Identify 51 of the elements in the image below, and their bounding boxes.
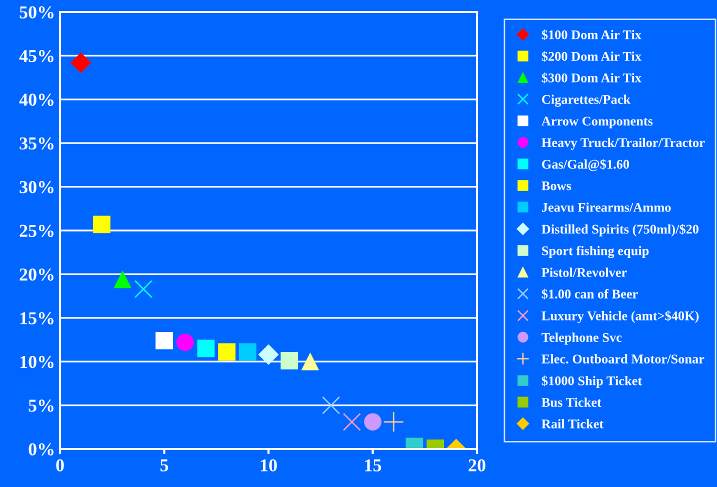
legend-label: $300 Dom Air Tix [542,72,642,84]
y-tick-label: 45% [19,50,54,62]
legend-label: Rail Ticket [542,419,604,428]
point [114,270,132,288]
y-tick-label: 35% [20,137,54,150]
y-tick-label: 5% [28,400,54,412]
x-tick-label: 5 [160,459,168,472]
legend-label: Jeavu Firearms/Ammo [542,202,671,212]
point [218,343,236,361]
point [383,411,404,432]
x-tick-label: 0 [56,459,64,472]
point [258,344,279,365]
legend-label: Arrow Components [542,116,653,128]
point [70,52,92,73]
point [134,280,152,298]
point [93,216,110,234]
legend-label: Telephone Svc [542,332,622,345]
y-tick-label: 0% [28,443,54,456]
y-tick-label: 30% [20,181,54,194]
legend-label: Sport fishing equip [542,246,649,258]
legend-label: $200 Dom Air Tix [542,51,642,62]
point [238,343,256,361]
point [176,334,194,352]
x-tick-label: 20 [468,459,486,472]
y-tick-label: 25% [20,224,54,237]
legend-label: $1000 Ship Ticket [542,376,642,388]
point [280,352,298,370]
y-tick-label: 10% [20,356,54,368]
legend-label: Elec. Outboard Motor/Sonar [542,354,704,364]
legend-label: Distilled Spirits (750ml)/$20 [542,224,698,236]
point [342,412,361,431]
point [364,413,382,431]
y-tick-label: 15% [20,312,54,324]
legend-label: $1.00 can of Beer [542,288,638,300]
point [322,396,340,414]
y-tick-label: 40% [19,94,54,106]
legend-label: Heavy Truck/Trailor/Tractor [542,138,705,150]
point [302,352,319,370]
legend-label: Cigarettes/Pack [542,94,631,107]
legend-label: Bows [542,181,572,190]
point [197,340,215,358]
y-tick-label: 20% [20,268,54,281]
legend-label: Gas/Gal@$1.60 [542,159,630,172]
legend-label: $100 Dom Air Tix [542,30,642,40]
point [156,332,173,350]
y-tick-label: 50% [20,6,54,18]
legend-label: Pistol/Revolver [542,268,627,277]
x-tick-label: 10 [260,459,277,472]
legend-label: Bus Ticket [542,398,602,407]
legend-label: Luxury Vehicle (amt>$40K) [542,310,699,324]
x-tick-label: 15 [365,459,382,472]
